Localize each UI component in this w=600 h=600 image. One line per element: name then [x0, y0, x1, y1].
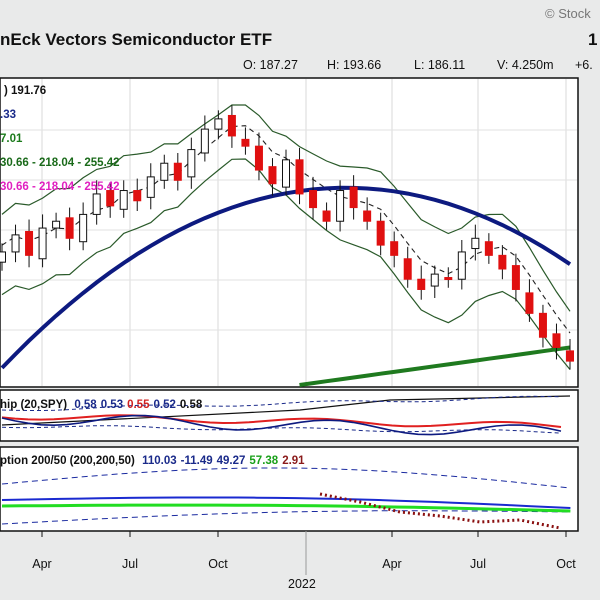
x-tick-label-4: Jul	[470, 557, 486, 571]
momentum-panel	[0, 446, 579, 532]
rs-band-lower	[1, 425, 562, 434]
rs-value-2: 0.55	[127, 399, 150, 411]
x-tick-label-1: Jul	[122, 557, 138, 571]
candle-down	[417, 278, 426, 290]
candle-down	[268, 166, 277, 185]
candle-up	[160, 162, 169, 181]
candle-down	[25, 230, 34, 256]
candle-up	[457, 251, 466, 280]
price-legend-label-2: 7.01	[0, 133, 23, 145]
sma200-green	[299, 345, 571, 387]
x-tick-label-3: Apr	[382, 557, 401, 571]
rs-value-0: 0.58	[74, 399, 97, 411]
price-legend: ) 191.76 .33 7.01 30.66 - 218.04 - 255.42 30…	[0, 85, 120, 193]
candle-down	[65, 217, 74, 239]
price-legend-label-1: .33	[0, 109, 16, 121]
rs-ma-red	[1, 414, 562, 428]
rs-value-1: 0.53	[101, 399, 123, 411]
x-axis: Apr Jul Oct Apr Jul Oct	[32, 531, 576, 575]
rs-values: 0.58 0.53 0.55 0.52 0.58	[74, 399, 203, 411]
candle-down	[376, 220, 385, 246]
momentum-label-prefix: ption 200/50 (200,200,50)	[0, 455, 135, 467]
price-legend-label-4: 30.66 - 218.04 - 255.42	[0, 181, 120, 193]
x-tick-label-0: Apr	[32, 557, 51, 571]
candle-up	[52, 220, 61, 229]
candle-down	[484, 241, 493, 256]
candle-up	[200, 128, 209, 154]
rs-label-prefix: hip (20,SPY)	[0, 399, 67, 411]
candle-down	[254, 145, 263, 171]
rs-value-4: 0.58	[180, 399, 203, 411]
momentum-value-1: -11.49	[181, 455, 213, 467]
candle-down	[525, 292, 534, 314]
chart-title: nEck Vectors Semiconductor ETF	[0, 30, 272, 49]
momentum-blue	[1, 496, 571, 509]
x-tick-label-5: Oct	[556, 557, 576, 571]
momentum-value-3: 57.38	[249, 455, 278, 467]
candle-up	[11, 234, 20, 253]
candle-down	[552, 333, 561, 348]
momentum-value-4: 2.91	[282, 455, 305, 467]
candle-up	[79, 213, 88, 243]
candle-down	[241, 138, 250, 147]
candle-up	[336, 190, 345, 222]
candle-down	[363, 210, 372, 222]
ohlc-volume: V: 4.250m	[497, 58, 554, 72]
x-tick-label-2: Oct	[208, 557, 228, 571]
candle-down	[444, 277, 453, 281]
candle-down	[538, 312, 547, 338]
candle-down	[106, 190, 115, 207]
candle-up	[146, 176, 155, 198]
candle-up	[0, 251, 6, 263]
candle-down	[566, 350, 574, 362]
candle-down	[295, 159, 304, 195]
candle-up	[38, 227, 47, 260]
momentum-label: ption 200/50 (200,200,50) 110.03 -11.49 49…	[0, 455, 305, 467]
rs-label: hip (20,SPY) 0.58 0.53 0.55 0.52 0.58	[0, 399, 203, 411]
candle-up	[282, 159, 290, 188]
candle-up	[119, 190, 128, 210]
candle-down	[227, 114, 236, 137]
candle-up	[471, 237, 480, 250]
candle-up	[214, 118, 223, 130]
ohlc-low: L: 186.11	[414, 58, 465, 72]
momentum-values: 110.03 -11.49 49.27 57.38 2.91	[142, 455, 305, 467]
price-legend-label-0: ) 191.76	[4, 85, 46, 97]
momentum-green	[1, 503, 571, 513]
candle-down	[498, 254, 507, 270]
candle-down	[349, 186, 358, 209]
rs-line-blue	[1, 414, 562, 436]
momentum-dotted	[319, 492, 561, 530]
bollinger-upper	[1, 104, 571, 312]
year-label: 2022	[288, 577, 316, 591]
momentum-value-2: 49.27	[217, 455, 246, 467]
candles	[0, 105, 574, 370]
candle-down	[309, 190, 318, 209]
ohlc-high: H: 193.66	[327, 58, 381, 72]
price-legend-label-3: 30.66 - 218.04 - 255.42	[0, 157, 120, 169]
candle-down	[133, 190, 142, 202]
ohlc-change: +6.	[575, 58, 593, 72]
candle-down	[511, 265, 520, 290]
candle-up	[430, 273, 439, 287]
momentum-band-lower	[1, 510, 571, 525]
rs-band-upper	[1, 395, 562, 411]
watermark: © Stock	[545, 6, 591, 21]
candle-up	[187, 149, 196, 178]
momentum-band-upper	[1, 467, 571, 489]
candle-down	[322, 210, 331, 222]
ohlc-open: O: 187.27	[243, 58, 298, 72]
momentum-value-0: 110.03	[142, 455, 177, 467]
candle-up	[92, 193, 101, 215]
rs-value-3: 0.52	[153, 399, 175, 411]
candle-down	[403, 258, 412, 280]
candle-down	[173, 162, 182, 181]
price-fragment: 1	[588, 30, 597, 49]
candle-down	[390, 241, 399, 256]
